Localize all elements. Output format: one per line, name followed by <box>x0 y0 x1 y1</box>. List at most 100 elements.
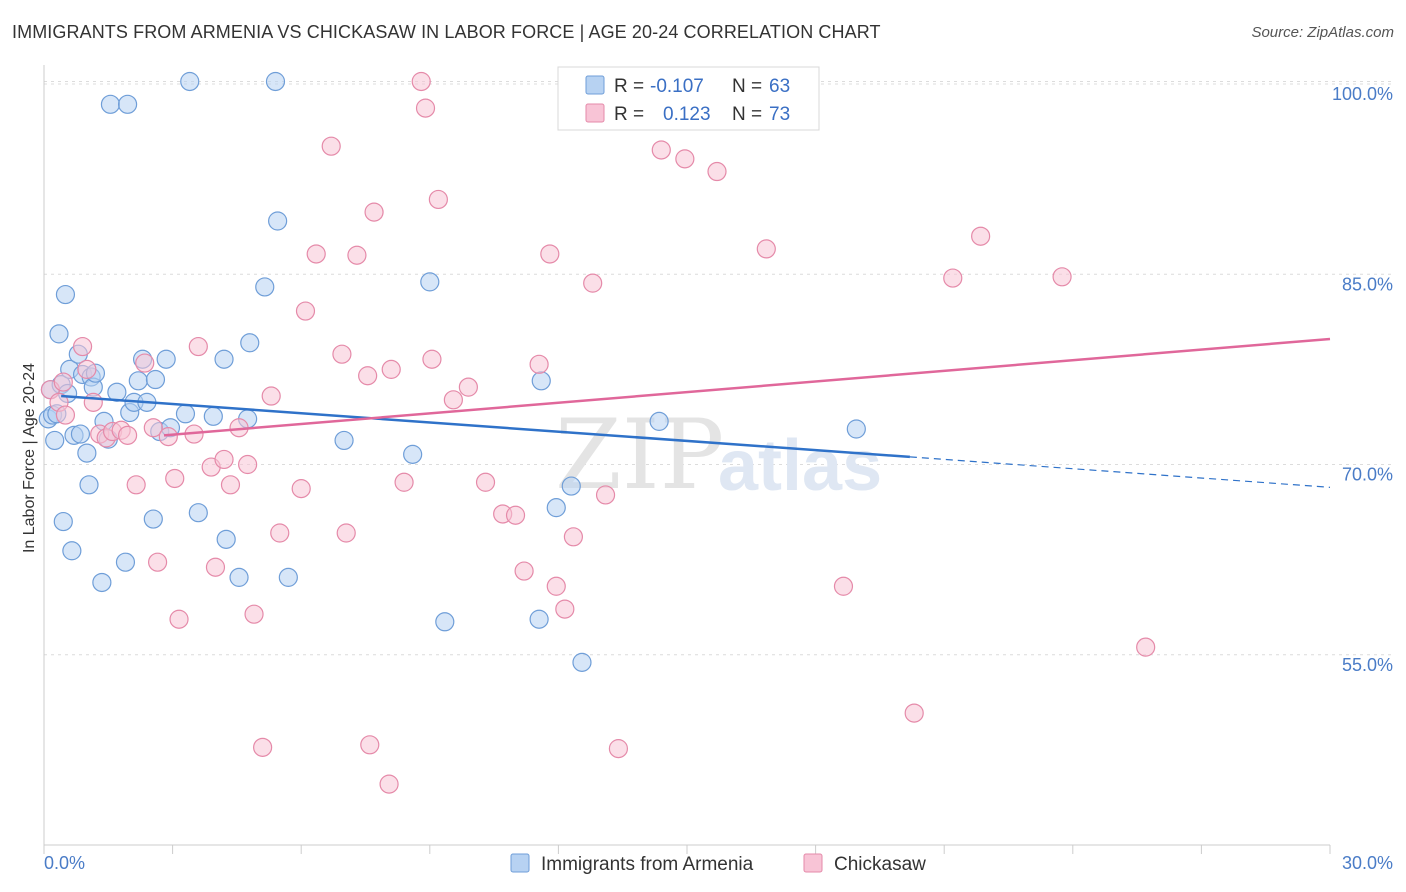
y-tick-label-3: 100.0% <box>1332 84 1393 104</box>
y-tick-labels: 55.0% 70.0% 85.0% 100.0% <box>1332 84 1393 675</box>
series-legend: Immigrants from Armenia Chickasaw <box>510 853 926 875</box>
point-blue-38 <box>175 404 196 424</box>
stats-r-value-blue: -0.107 <box>650 76 704 97</box>
stats-n-value-blue: 63 <box>769 76 790 97</box>
stats-legend-swatch-blue <box>585 75 605 95</box>
chart-title: IMMIGRANTS FROM ARMENIA VS CHICKASAW IN … <box>12 22 881 42</box>
point-pink-15 <box>147 552 168 572</box>
point-blue-34 <box>145 369 166 390</box>
point-blue-30 <box>128 371 148 391</box>
x-tick-label-0: 0.0% <box>44 853 85 873</box>
point-blue-40 <box>188 503 208 523</box>
point-pink-49 <box>458 377 478 397</box>
point-blue-11 <box>62 541 82 561</box>
point-pink-29 <box>261 386 281 406</box>
point-pink-12 <box>126 475 146 495</box>
point-pink-60 <box>595 485 616 505</box>
stats-n-label-blue: N = <box>732 76 762 97</box>
point-pink-38 <box>358 366 378 386</box>
trend-line-chickasaw <box>163 337 1331 437</box>
point-blue-49 <box>268 211 288 231</box>
x-tick-label-1: 30.0% <box>1342 853 1393 873</box>
point-pink-16 <box>158 427 178 447</box>
legend-swatch-armenia <box>510 853 530 873</box>
point-pink-24 <box>220 475 241 495</box>
point-blue-17 <box>79 475 99 495</box>
point-blue-52 <box>403 444 423 464</box>
watermark-atlas: atlas <box>718 426 882 506</box>
point-pink-54 <box>529 354 549 374</box>
point-pink-58 <box>563 527 584 547</box>
point-blue-61 <box>649 411 669 431</box>
point-blue-53 <box>420 272 440 292</box>
legend-label-armenia: Immigrants from Armenia <box>541 854 754 875</box>
point-pink-68 <box>833 576 854 596</box>
point-pink-56 <box>546 576 566 596</box>
point-pink-70 <box>943 268 963 288</box>
point-pink-43 <box>394 472 414 492</box>
point-blue-7 <box>53 511 73 532</box>
point-pink-37 <box>347 245 367 265</box>
point-pink-14 <box>143 418 163 438</box>
point-pink-3 <box>55 405 76 425</box>
point-pink-46 <box>422 349 442 369</box>
point-pink-73 <box>1136 637 1156 657</box>
point-blue-46 <box>240 333 260 353</box>
series-armenia-points <box>38 71 866 672</box>
point-pink-30 <box>270 523 290 543</box>
point-pink-41 <box>379 774 399 794</box>
point-pink-39 <box>360 735 380 755</box>
point-blue-41 <box>203 406 223 426</box>
point-blue-24 <box>100 94 121 114</box>
point-pink-53 <box>514 561 534 581</box>
point-pink-17 <box>165 468 185 489</box>
point-blue-16 <box>77 443 97 463</box>
point-pink-26 <box>238 454 258 475</box>
point-blue-26 <box>115 552 136 572</box>
point-pink-47 <box>428 189 448 210</box>
point-blue-33 <box>143 509 163 529</box>
axes <box>43 65 1331 854</box>
point-pink-72 <box>1052 267 1072 287</box>
point-blue-62 <box>846 419 866 439</box>
point-blue-57 <box>546 498 566 518</box>
point-pink-2 <box>53 372 73 392</box>
stats-r-value-pink: 0.123 <box>663 104 711 125</box>
point-pink-42 <box>381 359 401 379</box>
point-blue-3 <box>45 430 65 451</box>
point-blue-50 <box>278 567 298 587</box>
point-pink-61 <box>608 739 629 759</box>
point-blue-39 <box>180 71 200 92</box>
point-pink-34 <box>321 136 341 156</box>
point-blue-36 <box>156 349 176 369</box>
watermark-zip: ZIP <box>555 399 724 511</box>
point-pink-28 <box>253 737 273 757</box>
watermark: ZIP atlas <box>555 399 882 511</box>
point-pink-67 <box>756 239 776 259</box>
point-blue-27 <box>117 94 138 114</box>
point-blue-43 <box>216 529 236 549</box>
trend-lines <box>61 337 1331 488</box>
point-blue-55 <box>529 609 549 629</box>
point-pink-52 <box>505 505 526 525</box>
point-pink-71 <box>971 226 991 246</box>
point-pink-65 <box>707 161 727 182</box>
point-pink-62 <box>651 140 671 160</box>
point-pink-13 <box>135 353 155 373</box>
stats-legend-swatch-pink <box>585 103 605 123</box>
point-blue-48 <box>265 71 286 92</box>
point-blue-44 <box>229 567 249 587</box>
point-pink-69 <box>904 703 924 723</box>
point-pink-48 <box>443 390 463 410</box>
point-pink-4 <box>72 336 93 357</box>
point-blue-8 <box>55 284 76 305</box>
point-pink-59 <box>583 273 603 293</box>
point-pink-32 <box>295 301 316 321</box>
trend-line-armenia <box>61 394 910 459</box>
y-axis-label: In Labor Force | Age 20-24 <box>21 363 38 553</box>
point-pink-45 <box>415 98 436 118</box>
point-pink-23 <box>214 449 234 470</box>
stats-r-label-blue: R = <box>614 76 644 97</box>
stats-n-value-pink: 73 <box>769 104 790 125</box>
